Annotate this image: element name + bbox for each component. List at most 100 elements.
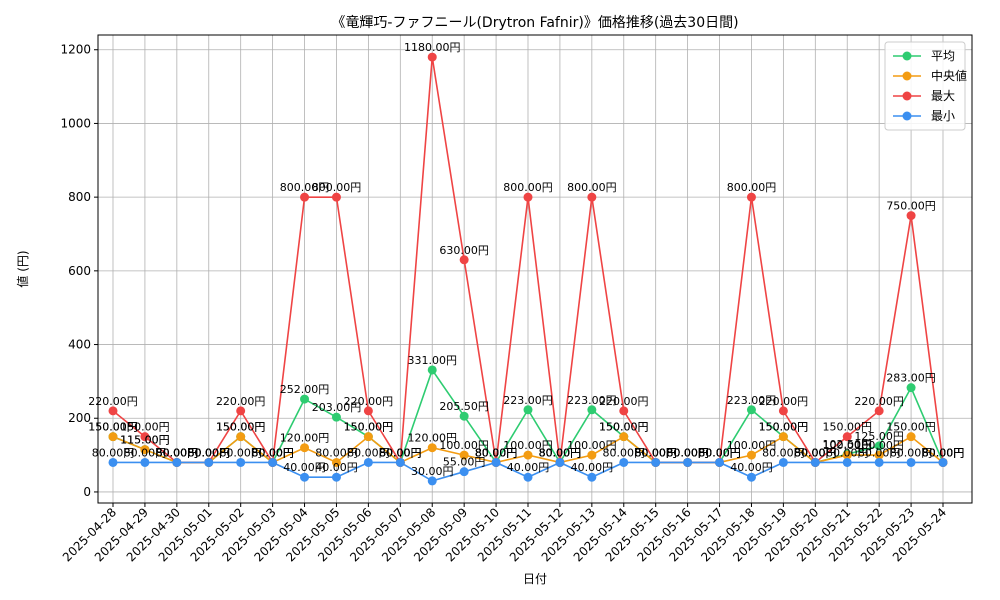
series-0-point — [331, 412, 341, 422]
series-1-point — [363, 432, 373, 442]
series-2-data-label: 80.00円 — [666, 446, 709, 459]
series-1-data-label: 150.00円 — [344, 421, 394, 434]
series-3-data-label: 80.00円 — [922, 446, 965, 459]
series-2-data-label: 800.00円 — [567, 181, 617, 194]
series-3-data-label: 80.00円 — [826, 446, 869, 459]
series-0-data-label: 283.00円 — [886, 372, 936, 385]
series-1-point — [746, 450, 756, 460]
legend-label-3: 最小 — [931, 109, 955, 123]
series-3-point — [619, 457, 629, 467]
series-1-data-label: 100.00円 — [727, 439, 777, 452]
series-1-data-label: 80.00円 — [188, 446, 231, 459]
series-2-point — [778, 406, 788, 416]
series-0-data-label: 80.00円 — [379, 446, 422, 459]
plot-frame — [97, 34, 973, 504]
grid-layer — [98, 35, 972, 503]
legend-marker-3 — [902, 111, 912, 121]
series-2-data-label: 220.00円 — [854, 395, 904, 408]
series-3-point — [810, 457, 820, 467]
series-3-data-label: 80.00円 — [251, 446, 294, 459]
series-1-data-label: 100.00円 — [854, 439, 904, 452]
series-3-point — [746, 472, 756, 482]
series-3-data-label: 40.00円 — [571, 461, 614, 474]
series-0-point — [427, 365, 437, 375]
y-tick-label: 0 — [83, 485, 91, 499]
series-0-data-label: 80.00円 — [251, 446, 294, 459]
series-1-data-label: 80.00円 — [634, 446, 677, 459]
series-2-data-label: 800.00円 — [312, 181, 362, 194]
series-0-data-label: 80.00円 — [794, 446, 837, 459]
series-3-point — [140, 457, 150, 467]
series-3-data-label: 80.00円 — [634, 446, 677, 459]
series-1-data-label: 120.00円 — [407, 432, 457, 445]
legend-marker-2 — [902, 91, 912, 101]
series-2-data-label: 80.00円 — [475, 446, 518, 459]
series-2-data-label: 1180.00円 — [404, 41, 461, 54]
series-3-data-label: 55.00円 — [443, 456, 486, 469]
series-1-data-label: 80.00円 — [922, 446, 965, 459]
series-3-point — [268, 457, 278, 467]
data-label-layer: 150.00円115.00円80.00円80.00円150.00円80.00円2… — [88, 41, 964, 478]
series-3-point — [778, 457, 788, 467]
series-2-data-label: 80.00円 — [922, 446, 965, 459]
series-0-point — [874, 441, 884, 451]
series-1-point — [619, 432, 629, 442]
series-2-data-label: 750.00円 — [886, 200, 936, 213]
series-0-data-label: 80.00円 — [666, 446, 709, 459]
legend-label-2: 最大 — [931, 89, 955, 103]
series-3-point — [300, 472, 310, 482]
series-3-point — [651, 457, 661, 467]
x-axis-title: 日付 — [523, 572, 547, 586]
series-0-point — [587, 405, 597, 415]
series-1-point — [331, 457, 341, 467]
series-2-point — [427, 52, 437, 62]
series-3-point — [204, 457, 214, 467]
series-1-data-label: 150.00円 — [886, 421, 936, 434]
series-3-point — [906, 457, 916, 467]
series-3-data-label: 80.00円 — [666, 446, 709, 459]
series-2-data-label: 80.00円 — [251, 446, 294, 459]
y-axis-title: 値 (円) — [15, 250, 30, 287]
series-2-point — [523, 192, 533, 202]
series-2-data-label: 80.00円 — [634, 446, 677, 459]
series-0-point — [746, 405, 756, 415]
series-3-data-label: 80.00円 — [347, 446, 390, 459]
series-0-point — [523, 405, 533, 415]
series-3-data-label: 80.00円 — [475, 446, 518, 459]
series-1-point — [108, 432, 118, 442]
series-1-data-label: 100.00円 — [439, 439, 489, 452]
series-2-point — [108, 406, 118, 416]
series-3-data-label: 80.00円 — [858, 446, 901, 459]
series-3-data-label: 80.00円 — [92, 446, 135, 459]
series-1-data-label: 150.00円 — [759, 421, 809, 434]
series-1-point — [300, 443, 310, 453]
series-1-data-label: 80.00円 — [156, 446, 199, 459]
series-3-point — [555, 457, 565, 467]
legend-marker-0 — [902, 51, 912, 61]
series-2-data-label: 220.00円 — [216, 395, 266, 408]
y-tick-label: 600 — [68, 264, 91, 278]
series-1-data-label: 80.00円 — [315, 446, 358, 459]
series-3-data-label: 80.00円 — [156, 446, 199, 459]
series-0-data-label: 150.00円 — [88, 421, 138, 434]
series-3-data-label: 40.00円 — [507, 461, 550, 474]
series-2-point — [300, 192, 310, 202]
y-tick-label: 1200 — [60, 43, 91, 57]
series-2-data-label: 80.00円 — [188, 446, 231, 459]
series-1-data-label: 100.00円 — [822, 439, 872, 452]
series-2-point — [587, 192, 597, 202]
legend-label-1: 中央値 — [931, 68, 967, 83]
series-3-data-label: 80.00円 — [890, 446, 933, 459]
series-2-point — [363, 406, 373, 416]
y-tick-label: 400 — [68, 338, 91, 352]
series-2-point — [236, 406, 246, 416]
series-2-data-label: 150.00円 — [822, 421, 872, 434]
series-0-data-label: 80.00円 — [475, 446, 518, 459]
series-3-point — [523, 472, 533, 482]
legend-label-0: 平均 — [931, 49, 955, 63]
series-2-data-label: 220.00円 — [759, 395, 809, 408]
series-3-point — [236, 457, 246, 467]
series-1-point — [140, 445, 150, 455]
